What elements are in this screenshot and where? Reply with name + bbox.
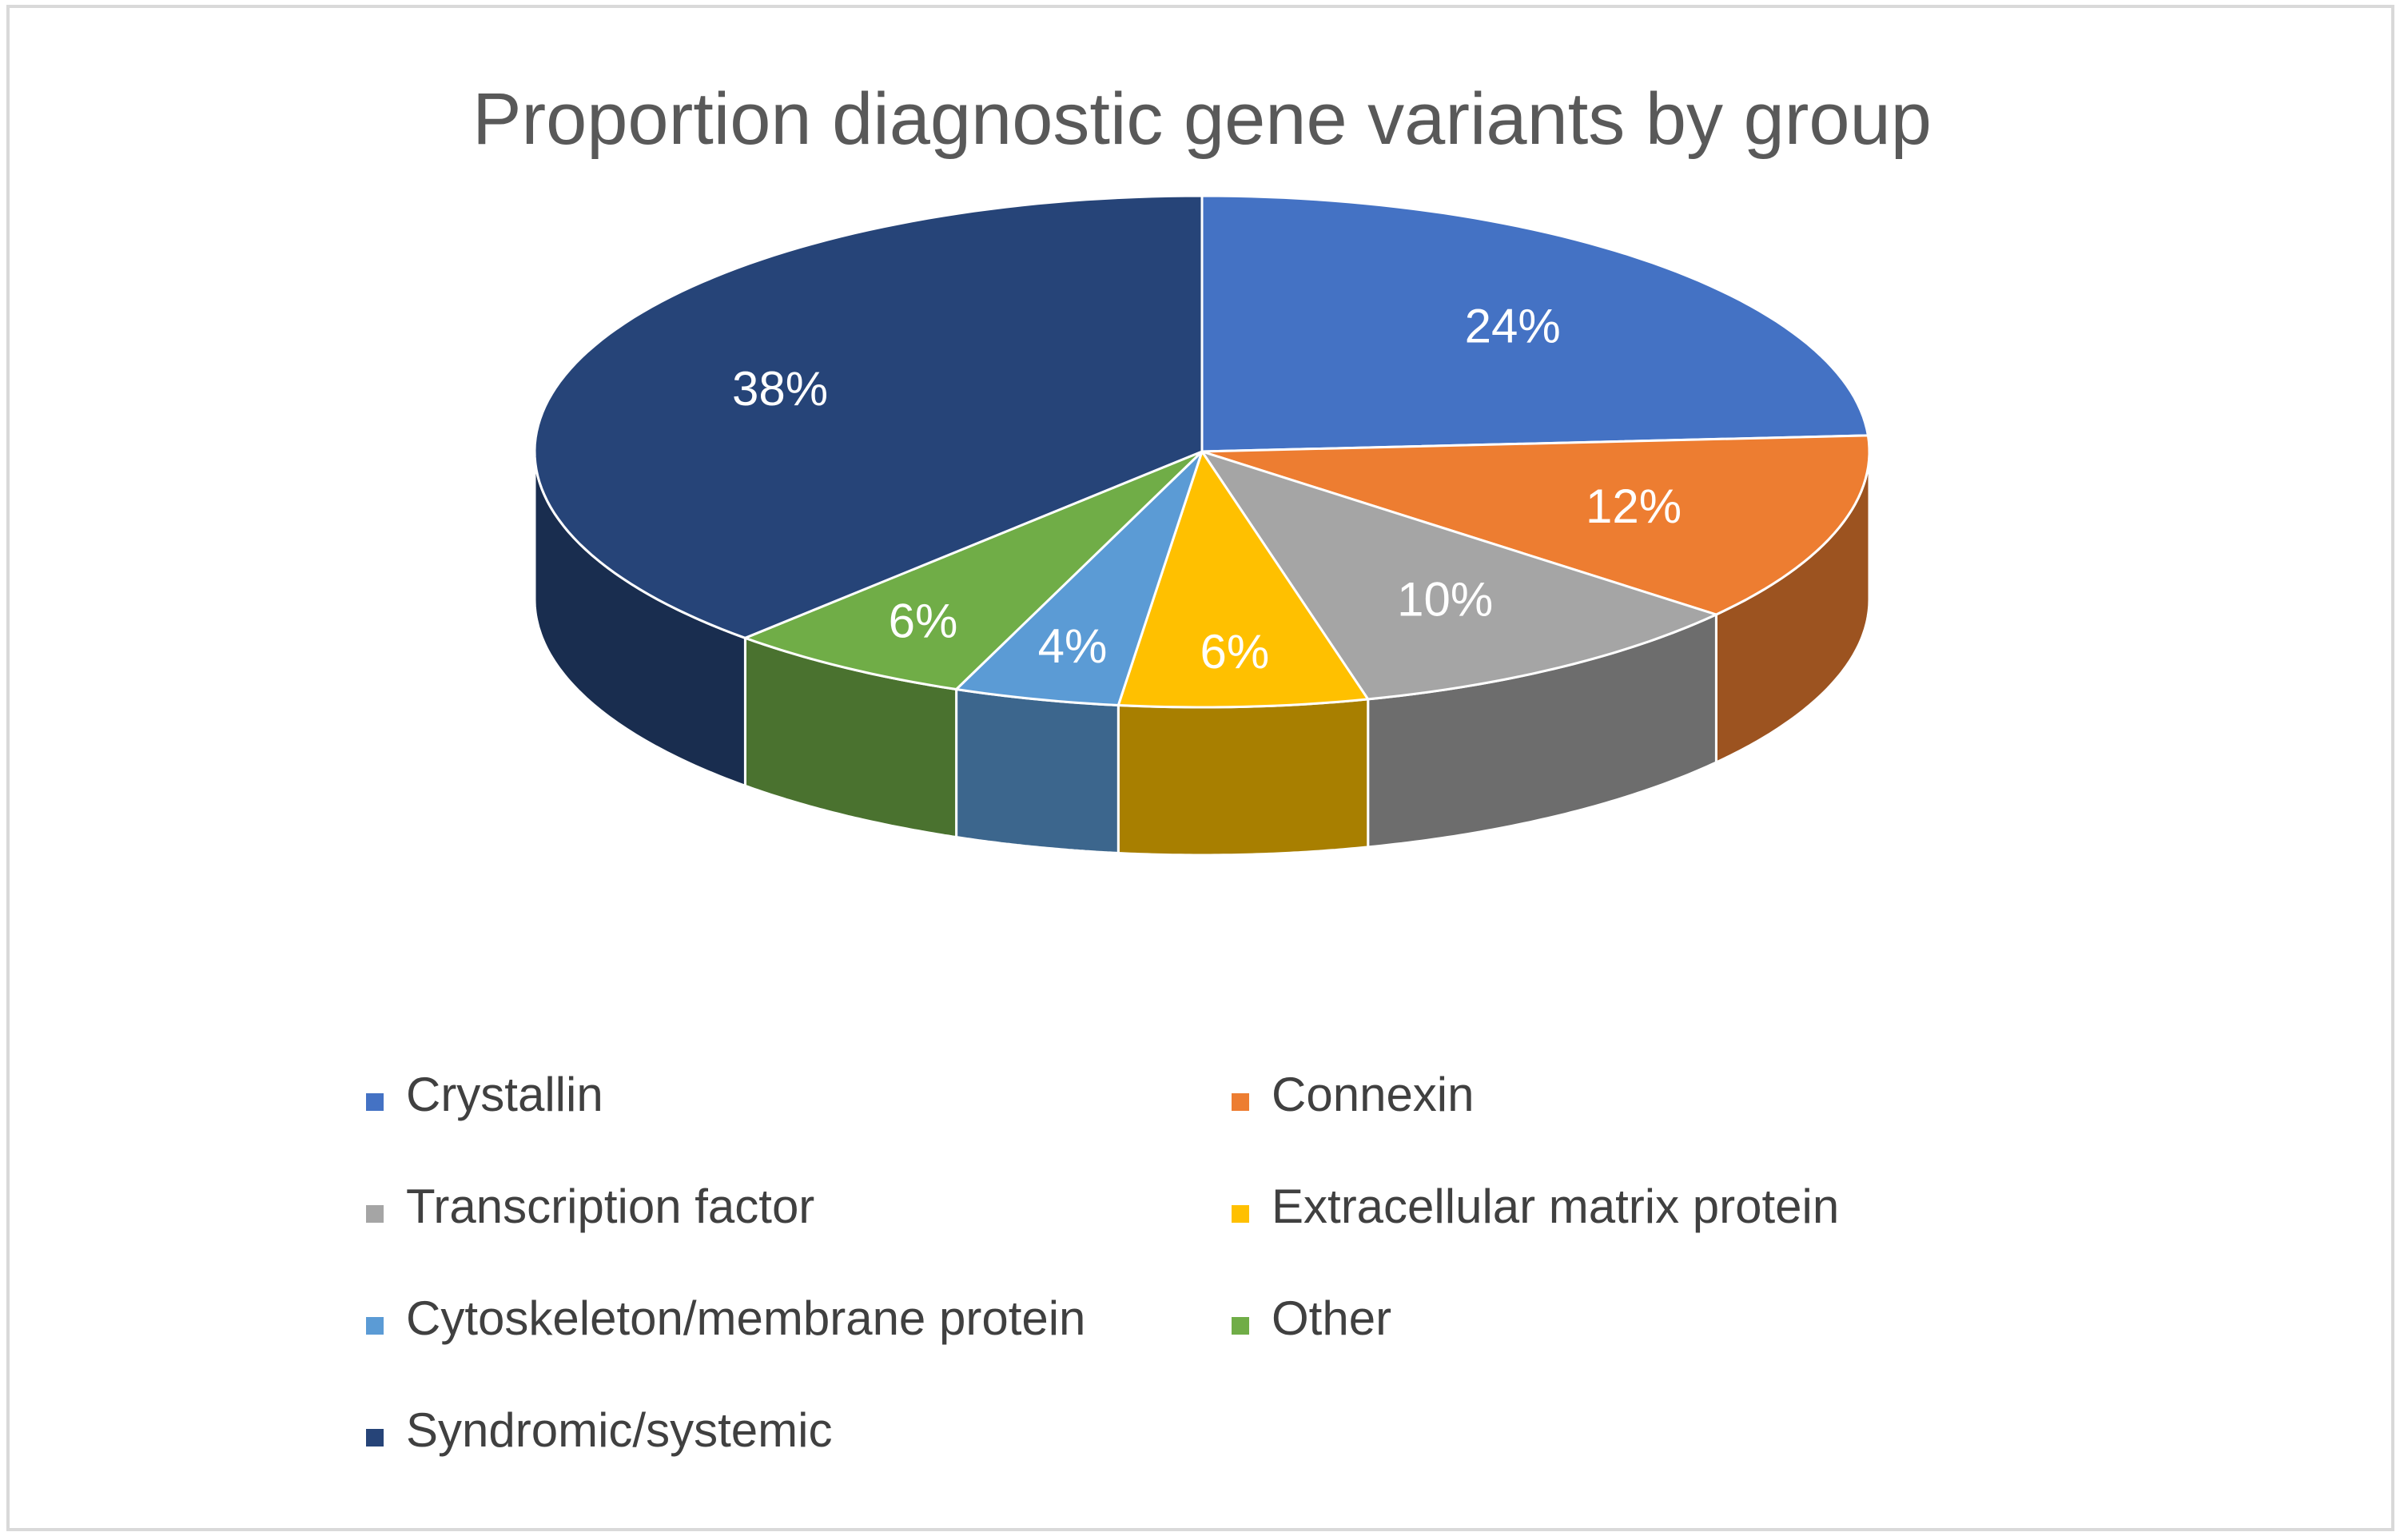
pie-slices	[533, 194, 1871, 709]
legend-swatch	[366, 1205, 384, 1223]
side-extracellular-matrix-protein	[1116, 698, 1370, 857]
slice-other[interactable]	[743, 450, 1204, 690]
legend-swatch	[366, 1317, 384, 1335]
pie-data-labels: 24% 12% 10% 6% 4% 6% 38%	[732, 299, 1682, 678]
slice-extracellular-matrix-protein[interactable]	[1116, 450, 1370, 709]
legend-swatch	[1232, 1205, 1249, 1223]
slice-crystallin[interactable]	[1200, 194, 1869, 453]
data-label-connexin: 12%	[1586, 480, 1682, 533]
data-label-transcription-factor: 10%	[1397, 573, 1493, 627]
legend-item-transcription-factor[interactable]: Transcription factor	[366, 1180, 814, 1233]
data-label-syndromic-systemic: 38%	[732, 362, 828, 416]
slice-connexin[interactable]	[1200, 434, 1871, 616]
legend-label: Cytoskeleton/membrane protein	[406, 1291, 1085, 1345]
legend-item-crystallin[interactable]: Crystallin	[366, 1068, 603, 1121]
legend-label: Other	[1272, 1291, 1391, 1345]
legend-label: Syndromic/systemic	[406, 1403, 832, 1457]
legend-label: Extracellular matrix protein	[1272, 1180, 1839, 1233]
legend-item-connexin[interactable]: Connexin	[1232, 1068, 1475, 1121]
legend-item-cytoskeleton-membrane-protein[interactable]: Cytoskeleton/membrane protein	[366, 1291, 1085, 1345]
legend-swatch	[1232, 1317, 1249, 1335]
slice-syndromic-systemic[interactable]	[533, 194, 1204, 639]
legend-swatch	[366, 1429, 384, 1446]
legend-label: Crystallin	[406, 1068, 603, 1121]
pie-sides	[533, 451, 1871, 857]
data-label-cytoskeleton-membrane-protein: 4%	[1038, 619, 1108, 673]
legend-label: Transcription factor	[406, 1180, 814, 1233]
side-cytoskeleton-membrane-protein	[955, 687, 1120, 855]
legend-item-extracellular-matrix-protein[interactable]: Extracellular matrix protein	[1232, 1180, 1839, 1233]
legend-swatch	[1232, 1093, 1249, 1111]
legend: Crystallin Connexin Transcription factor Ex…	[366, 1068, 1839, 1457]
data-label-extracellular-matrix-protein: 6%	[1200, 625, 1270, 678]
legend-label: Connexin	[1272, 1068, 1475, 1121]
slice-cytoskeleton-membrane-protein[interactable]	[955, 450, 1204, 706]
data-label-other: 6%	[889, 595, 958, 648]
chart-title: Proportion diagnostic gene variants by g…	[472, 78, 1932, 160]
data-label-crystallin: 24%	[1465, 299, 1561, 352]
legend-item-syndromic-systemic[interactable]: Syndromic/systemic	[366, 1403, 832, 1457]
slice-transcription-factor[interactable]	[1200, 450, 1717, 701]
legend-swatch	[366, 1093, 384, 1111]
legend-item-other[interactable]: Other	[1232, 1291, 1391, 1345]
